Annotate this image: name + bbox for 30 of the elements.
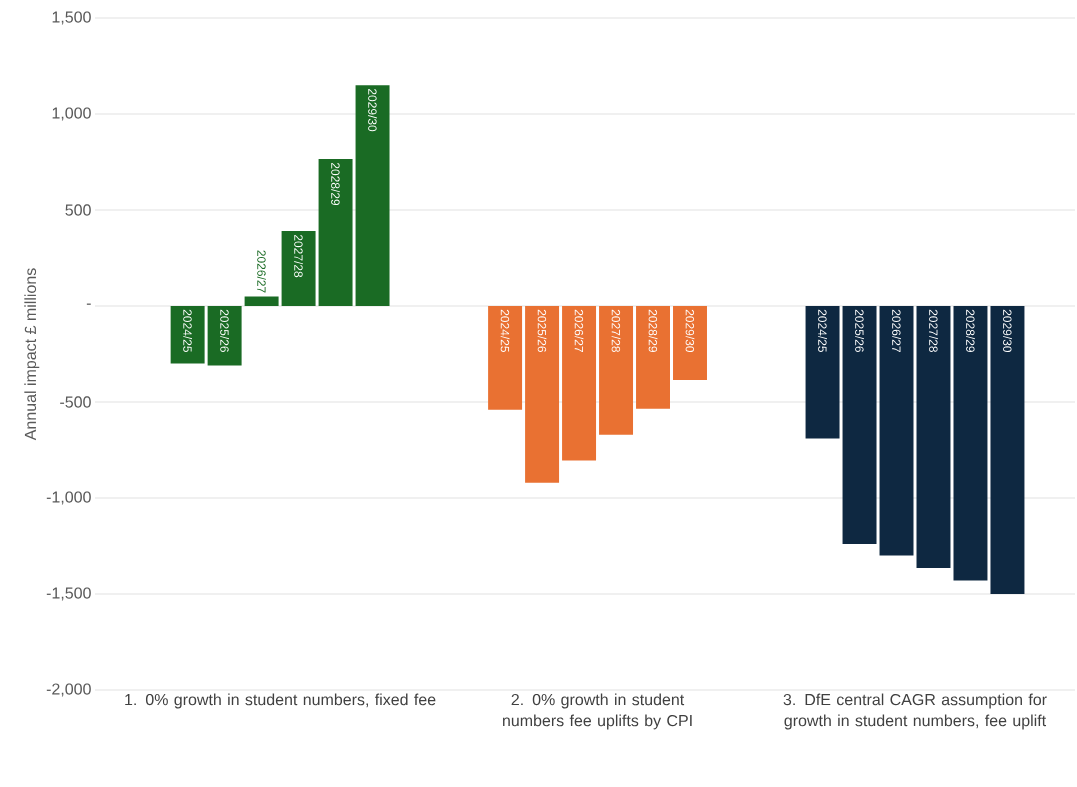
text: 2025/26 (855, 309, 864, 353)
text: 2029/30 (368, 88, 377, 132)
series-label: 2025/26 (220, 309, 230, 353)
y-tick-label: 1,000 (52, 107, 91, 121)
x-tick-label: 1. 0% growth in student numbers, fixed fee (125, 693, 436, 709)
y-tick-label: 500 (65, 204, 91, 216)
series-label: 2028/29 (648, 309, 658, 352)
text: 2028/29 (966, 309, 975, 352)
y-tick-label: -1,500 (46, 587, 91, 601)
series-label: 2024/25 (183, 309, 193, 353)
text: 2026/27 (892, 309, 901, 352)
x-tick-label: 3. DfE central CAGR assumption for growth in student numbers, fee uplift (783, 693, 1047, 730)
text: 2029/30 (1003, 309, 1012, 353)
text: 2026/27 (257, 250, 266, 293)
y-axis-title: Annual impact £ millions (24, 268, 40, 441)
y-tick-label: -2,000 (46, 683, 91, 697)
text: 2025/26 (537, 309, 547, 353)
y-tick-label: - (86, 303, 91, 305)
text: 2028/29 (331, 162, 340, 206)
text: 2024/25 (500, 309, 510, 353)
y-tick-label: -500 (60, 396, 91, 408)
text: 2027/28 (294, 234, 303, 278)
text: 2024/25 (818, 309, 827, 353)
y-tick-label: -1,000 (46, 491, 91, 505)
series-label: 2026/27 (574, 309, 584, 352)
y-tick-label: 1,500 (52, 11, 91, 25)
series-label: 2027/28 (611, 309, 621, 353)
x-tick-label: 2. 0% growth in student numbers fee uplifts by CPI (503, 693, 692, 730)
series-label: 2029/30 (685, 309, 695, 353)
text: 2027/28 (929, 309, 938, 353)
